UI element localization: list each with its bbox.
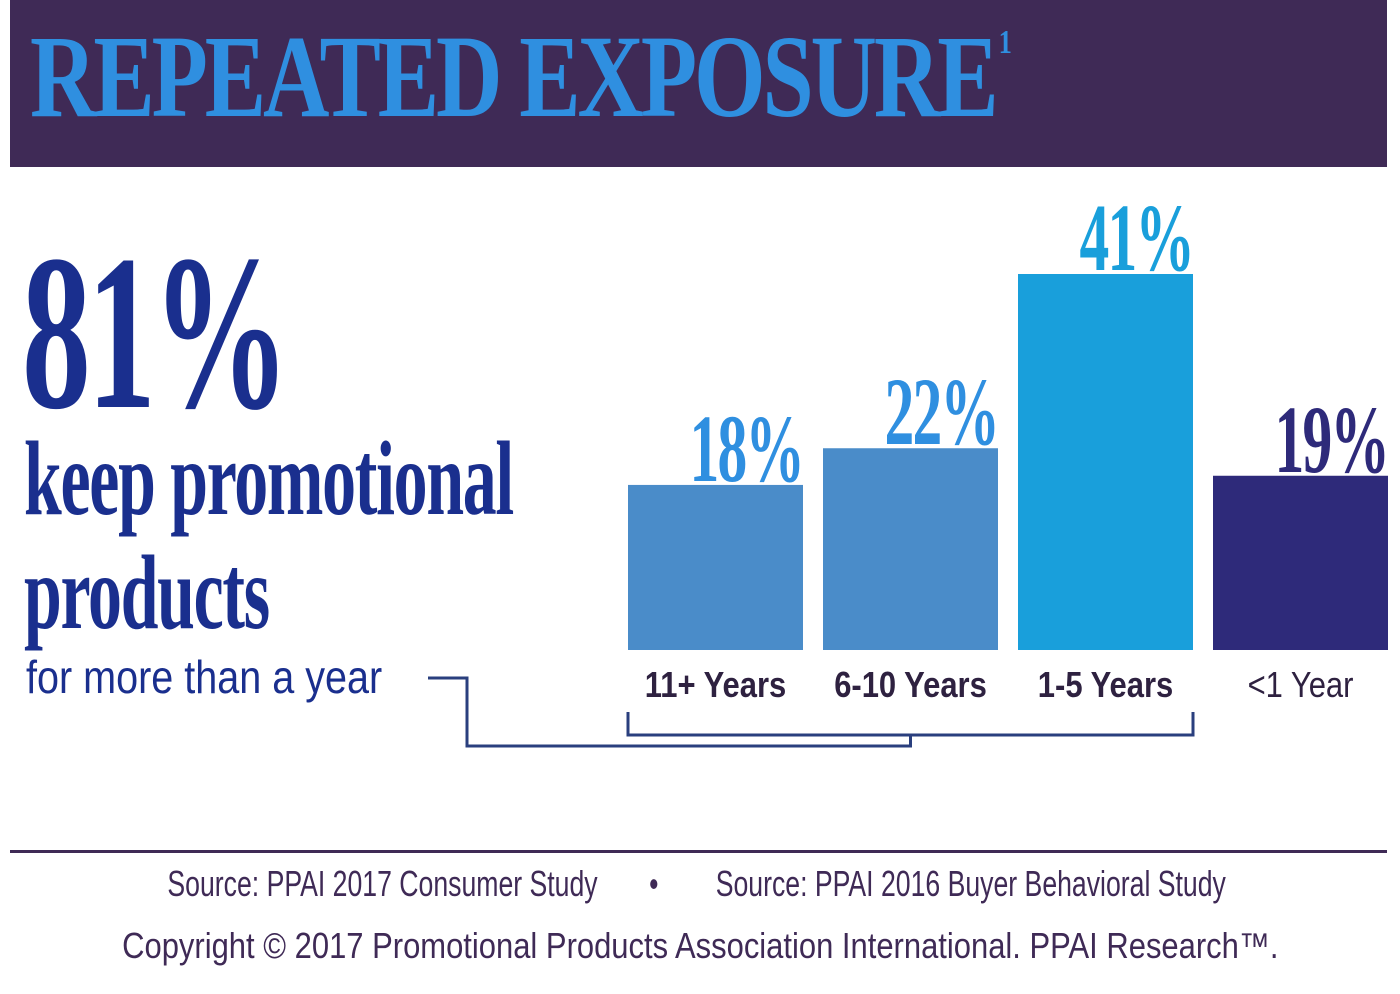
category-label-6-10-years: 6-10 Years	[834, 666, 987, 706]
value-label-1-5-years: 41%	[1080, 186, 1193, 292]
category-label-11-plus-years: 11+ Years	[645, 666, 786, 706]
footer-divider	[10, 850, 1387, 853]
value-label-under-1-year: 19%	[1275, 388, 1388, 494]
value-label-11-plus-years: 18%	[690, 397, 803, 503]
copyright-text: Copyright © 2017 Promotional Products As…	[121, 925, 1279, 966]
bracket-connector	[428, 676, 1195, 748]
bar-11-plus-years	[628, 484, 803, 650]
source-2: Source: PPAI 2016 Buyer Behavioral Study	[715, 863, 1227, 904]
headline-subtext: for more than a year	[26, 651, 383, 703]
headline-line-2: products	[24, 534, 270, 651]
bar-6-10-years	[823, 448, 998, 650]
footer-sources: Source: PPAI 2017 Consumer Study • Source:…	[0, 866, 1400, 902]
title-text: REPEATED EXPOSURE	[30, 11, 999, 142]
category-label-group: 11+ Years 6-10 Years 1-5 Years <1 Year	[645, 666, 1354, 706]
bar-under-1-year	[1213, 475, 1388, 650]
value-label-6-10-years: 22%	[885, 360, 998, 466]
bar-group	[628, 274, 1388, 650]
headline-line-1: keep promotional	[24, 420, 514, 537]
source-1: Source: PPAI 2017 Consumer Study	[167, 863, 598, 904]
value-label-group: 18% 22% 41% 19%	[690, 186, 1390, 503]
connector-line	[428, 676, 912, 748]
footer-copyright: Copyright © 2017 Promotional Products As…	[0, 928, 1400, 964]
bracket	[626, 712, 1195, 737]
page-title: REPEATED EXPOSURE1	[30, 18, 1012, 136]
category-label-under-1-year: <1 Year	[1248, 666, 1354, 706]
header-banner: REPEATED EXPOSURE1	[10, 0, 1387, 167]
category-label-1-5-years: 1-5 Years	[1038, 666, 1173, 706]
bar-1-5-years	[1018, 274, 1193, 650]
separator-bullet: •	[648, 863, 659, 904]
headline-stat: 81%	[22, 210, 290, 456]
footnote-marker: 1	[998, 24, 1012, 61]
